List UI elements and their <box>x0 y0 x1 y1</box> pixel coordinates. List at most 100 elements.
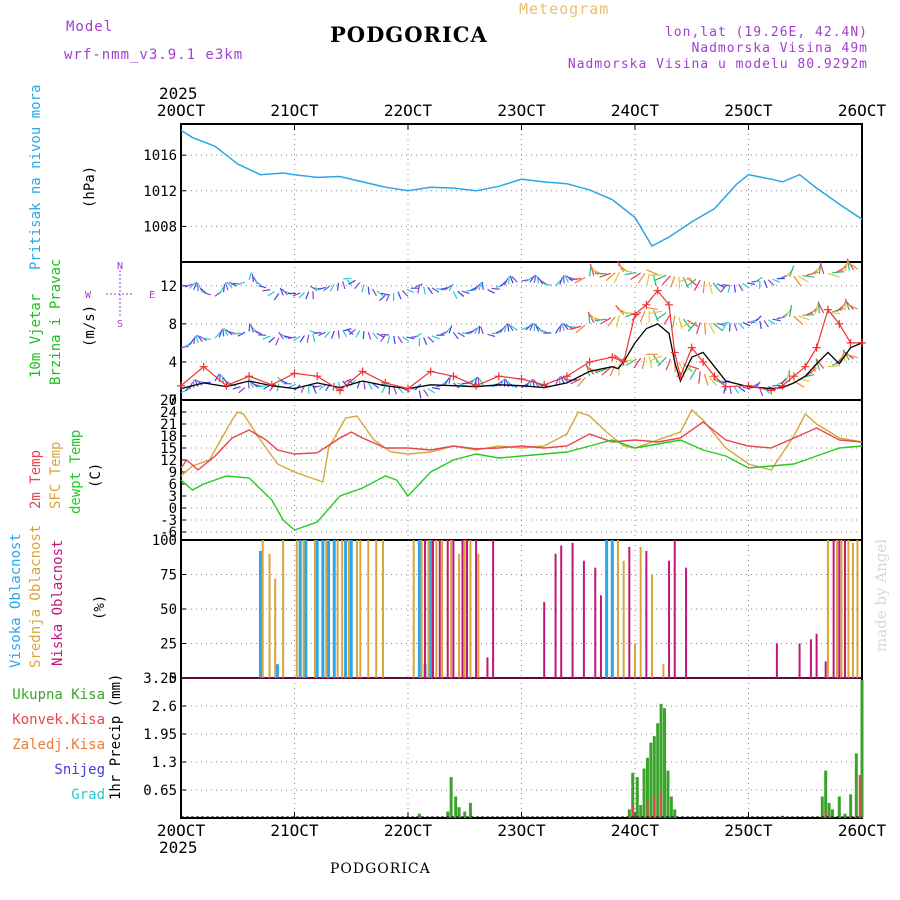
y-tick-label: 8 <box>169 317 177 333</box>
wind-arrow <box>487 289 495 294</box>
wind-arrow <box>427 286 433 295</box>
wind-arrow <box>185 283 193 288</box>
wind-arrow <box>367 331 372 340</box>
wind-arrow <box>342 329 347 338</box>
wind-arrow <box>223 328 229 336</box>
wind-arrow <box>793 315 804 325</box>
wind-arrow <box>645 306 658 311</box>
wind-arrow <box>317 286 326 290</box>
wind-arrow <box>601 366 612 376</box>
wind-arrow <box>470 327 477 334</box>
wind-arrow <box>478 325 481 334</box>
y-tick-label: 0 <box>169 501 177 517</box>
wind-arrow <box>220 374 225 384</box>
wind-arrow <box>696 322 701 334</box>
wind-arrow <box>203 291 211 296</box>
wind-arrow <box>814 360 818 373</box>
wind-gust-marker <box>767 386 776 395</box>
wind-arrow <box>595 368 607 374</box>
wind-gust-marker <box>744 381 753 390</box>
wind-arrow <box>262 335 271 340</box>
wind-arrow <box>525 276 533 283</box>
wind-arrow <box>397 291 402 300</box>
wind-arrow <box>279 287 284 296</box>
x-tick-label-bottom: 26OCT <box>838 821 887 840</box>
wind-arrow <box>448 283 454 292</box>
precip-bar <box>659 703 663 818</box>
wind-arrow <box>712 322 723 332</box>
wind-arrow <box>348 328 356 335</box>
wind-arrow <box>218 329 223 338</box>
wind-gust-marker <box>358 367 367 376</box>
wind-arrow <box>802 274 815 278</box>
wind-arrow <box>457 290 465 297</box>
wind-arrow <box>318 384 327 390</box>
wind-arrow <box>506 323 510 332</box>
wind-arrow <box>474 283 481 291</box>
wind-arrow <box>229 281 237 287</box>
wind-arrow <box>273 293 280 301</box>
x-tick-label-bottom: 24OCT <box>611 821 660 840</box>
wind-arrow <box>693 279 701 291</box>
wind-arrow <box>746 282 756 286</box>
wind-arrow <box>763 320 770 328</box>
wind-arrow <box>444 284 452 291</box>
model-elevation-label: Nadmorska Visina u modelu 80.9292m <box>567 57 868 72</box>
conv-precip-bar <box>660 792 663 818</box>
wind-arrow <box>678 276 681 289</box>
wind-arrow <box>312 385 317 394</box>
y-tick-label: 9 <box>169 465 177 481</box>
wind-arrow <box>466 289 475 292</box>
year-bottom: 2025 <box>159 838 198 857</box>
wind-arrow <box>222 284 226 293</box>
wind-arrow <box>566 275 573 282</box>
y-tick-label: 4 <box>169 355 177 371</box>
wind-arrow <box>363 381 366 390</box>
y-tick-label: 0 <box>169 393 177 409</box>
wind-gust-marker <box>381 378 390 387</box>
x-tick-label-top: 20OCT <box>157 101 206 120</box>
wind-arrow <box>218 287 224 295</box>
wind-arrow <box>401 336 410 342</box>
precip-bar <box>827 802 831 818</box>
legend-hail: Grad <box>71 787 105 803</box>
wind-arrow <box>427 336 435 343</box>
wind-arrow <box>509 275 514 284</box>
wind-arrow <box>248 272 252 281</box>
wind-arrow <box>532 378 535 388</box>
precip-bar <box>454 796 458 818</box>
wind-gust-marker <box>585 357 594 366</box>
footer-title: PODGORICA <box>330 861 431 877</box>
wind-arrow <box>299 335 305 343</box>
year-top: 2025 <box>159 84 198 103</box>
wind-arrow <box>238 387 246 394</box>
legend-rain-frozen: Zaledj.Kisa <box>12 737 105 753</box>
wind-arrow <box>827 272 840 278</box>
wind-arrow <box>423 337 428 346</box>
wind-gust-marker <box>676 372 685 381</box>
wind-arrow <box>680 277 692 282</box>
x-tick-label-bottom: 23OCT <box>497 821 546 840</box>
wind-gust-marker <box>710 372 719 381</box>
wind-gust-marker <box>177 381 185 390</box>
wind-arrow <box>503 277 509 286</box>
pressure-line <box>180 129 863 247</box>
y-tick-label: -6 <box>160 525 177 541</box>
wind-arrow <box>432 387 441 390</box>
wind-arrow <box>226 281 233 289</box>
precip-bar <box>642 768 646 818</box>
wind-arrow <box>569 278 582 281</box>
y-tick-label: 1016 <box>143 148 177 164</box>
wind-arrow <box>536 275 540 284</box>
wind-arrow <box>521 326 530 331</box>
wind-arrow <box>819 262 825 274</box>
wind-arrow <box>529 275 535 283</box>
wind-gust-marker <box>245 372 254 381</box>
wind-arrow <box>193 336 196 345</box>
precip-bar <box>463 811 467 818</box>
wind-arrow <box>615 315 620 328</box>
dewpt-line <box>180 439 863 531</box>
wind-arrow <box>759 388 764 397</box>
page-title: PODGORICA <box>330 22 488 47</box>
